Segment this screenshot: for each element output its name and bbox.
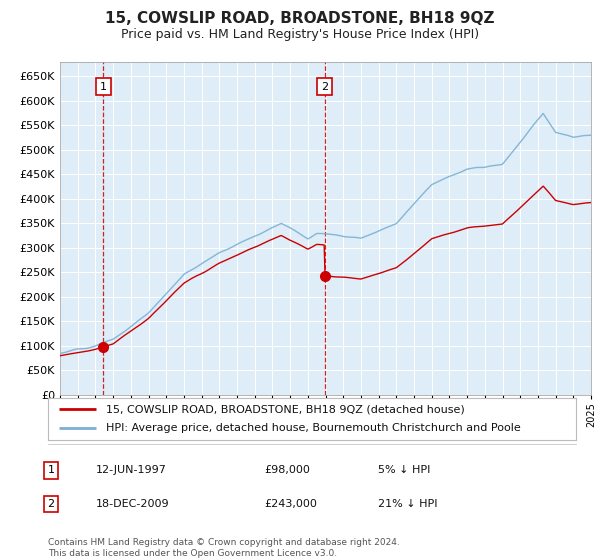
Text: 1: 1 bbox=[100, 82, 107, 92]
Text: 18-DEC-2009: 18-DEC-2009 bbox=[96, 499, 170, 509]
Text: HPI: Average price, detached house, Bournemouth Christchurch and Poole: HPI: Average price, detached house, Bour… bbox=[106, 423, 521, 433]
Text: 15, COWSLIP ROAD, BROADSTONE, BH18 9QZ (detached house): 15, COWSLIP ROAD, BROADSTONE, BH18 9QZ (… bbox=[106, 404, 465, 414]
Text: Contains HM Land Registry data © Crown copyright and database right 2024.
This d: Contains HM Land Registry data © Crown c… bbox=[48, 538, 400, 558]
Text: 2: 2 bbox=[47, 499, 55, 509]
Text: 2: 2 bbox=[321, 82, 328, 92]
Text: 5% ↓ HPI: 5% ↓ HPI bbox=[378, 465, 430, 475]
Text: £243,000: £243,000 bbox=[264, 499, 317, 509]
Text: £98,000: £98,000 bbox=[264, 465, 310, 475]
Text: 15, COWSLIP ROAD, BROADSTONE, BH18 9QZ: 15, COWSLIP ROAD, BROADSTONE, BH18 9QZ bbox=[105, 11, 495, 26]
Text: 1: 1 bbox=[47, 465, 55, 475]
Text: 12-JUN-1997: 12-JUN-1997 bbox=[96, 465, 167, 475]
Text: 21% ↓ HPI: 21% ↓ HPI bbox=[378, 499, 437, 509]
Text: Price paid vs. HM Land Registry's House Price Index (HPI): Price paid vs. HM Land Registry's House … bbox=[121, 28, 479, 41]
